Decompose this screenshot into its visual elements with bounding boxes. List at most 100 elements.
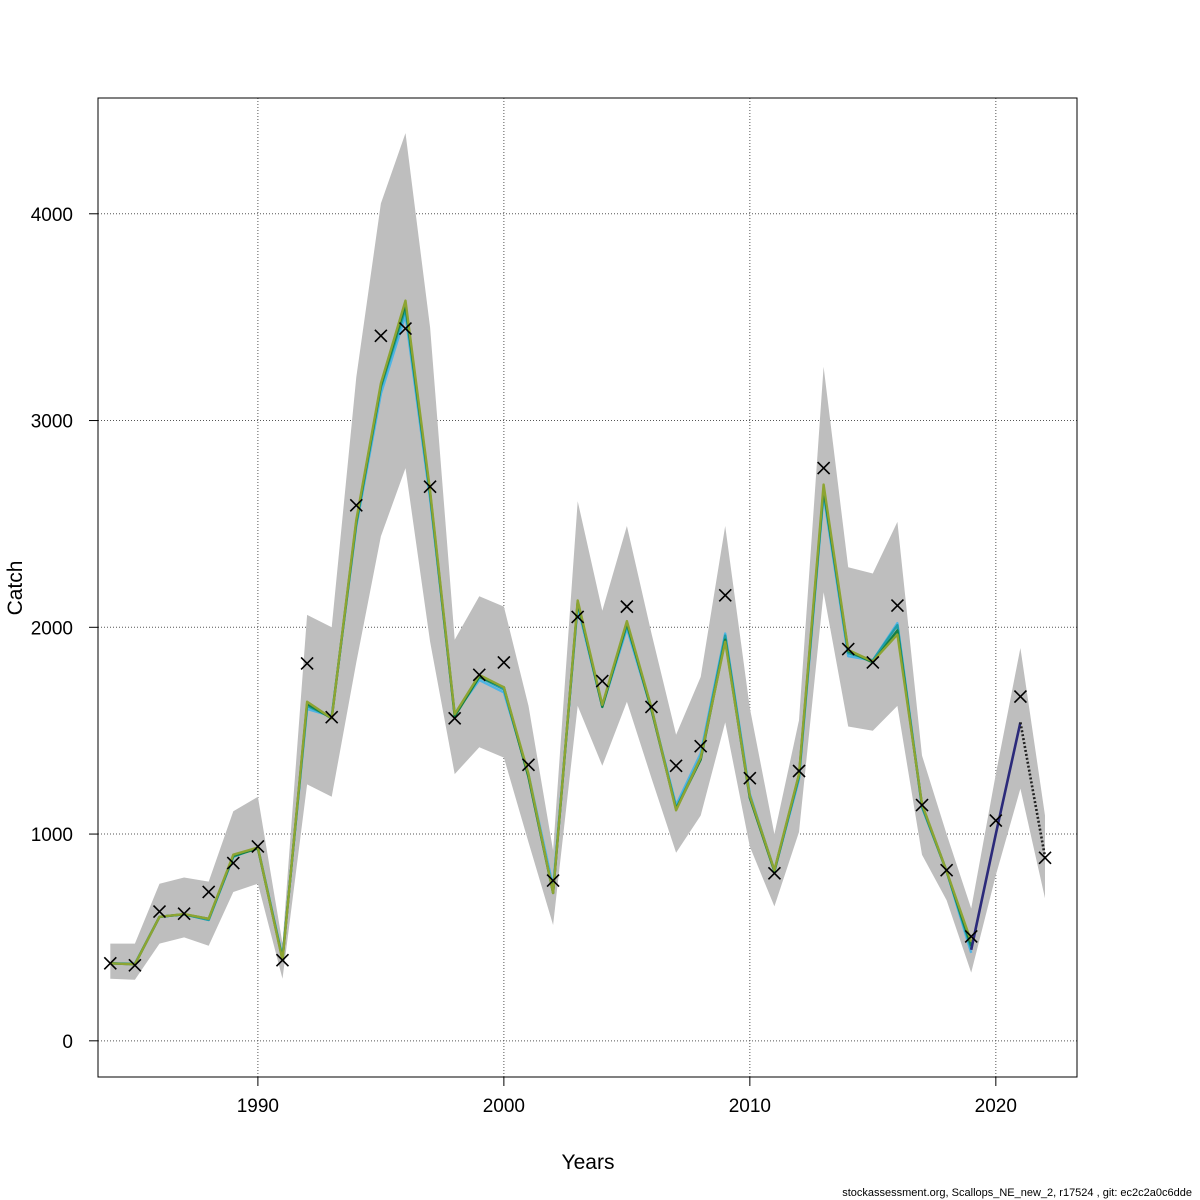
observation-point-1990 xyxy=(251,839,265,854)
observations-layer xyxy=(103,321,1052,972)
observation-point-2007 xyxy=(669,759,683,773)
observation-point-2000 xyxy=(497,655,511,670)
observation-stroke-b xyxy=(398,321,413,336)
observation-point-1989 xyxy=(226,856,240,870)
observation-point-2008 xyxy=(694,739,708,753)
observation-point-2013 xyxy=(817,461,831,475)
observation-stroke-b xyxy=(767,866,782,880)
observation-stroke-b xyxy=(1038,851,1052,865)
observation-point-2005 xyxy=(620,600,634,614)
observation-stroke-b xyxy=(546,874,560,888)
projection-dotted-line xyxy=(1019,722,1047,858)
observation-point-2004 xyxy=(595,674,609,688)
observation-stroke-b xyxy=(694,739,708,753)
observation-point-1987 xyxy=(177,907,191,921)
observation-stroke-b xyxy=(817,461,831,475)
observation-stroke-b xyxy=(152,905,167,919)
observation-stroke-b xyxy=(521,758,536,772)
observation-point-2010 xyxy=(743,771,757,785)
observation-stroke-b xyxy=(349,498,363,512)
observation-stroke-b xyxy=(841,642,855,656)
observation-point-2017 xyxy=(915,798,929,812)
observation-point-2014 xyxy=(841,642,855,656)
observation-point-1996 xyxy=(398,321,413,336)
projection-layer xyxy=(969,722,1047,951)
observation-stroke-b xyxy=(251,839,265,854)
observation-point-2011 xyxy=(767,866,782,880)
plot-frame xyxy=(97,97,1078,1078)
observation-stroke-b xyxy=(866,655,880,670)
x-tick-label-2020: 2020 xyxy=(975,1096,1017,1117)
observation-stroke-b xyxy=(915,798,929,812)
observation-stroke-b xyxy=(571,610,585,624)
observation-point-2016 xyxy=(890,599,905,613)
x-tick-label-2010: 2010 xyxy=(729,1096,771,1117)
observation-point-1991 xyxy=(275,953,290,967)
observation-point-1998 xyxy=(448,711,462,725)
x-tick-label-1990: 1990 xyxy=(237,1096,279,1117)
observation-stroke-b xyxy=(743,771,757,785)
observation-stroke-b xyxy=(128,958,142,972)
footer-text: stockassessment.org, Scallops_NE_new_2, … xyxy=(842,1187,1192,1199)
observation-point-1997 xyxy=(423,480,437,494)
y-axis: 0 1000 2000 3000 4000 xyxy=(31,205,98,1053)
observation-point-1995 xyxy=(374,329,388,343)
observation-stroke-b xyxy=(989,814,1003,828)
observation-point-2002 xyxy=(546,874,560,888)
observation-point-1994 xyxy=(349,498,363,512)
observation-stroke-b xyxy=(890,599,905,613)
observation-point-1993 xyxy=(325,710,339,724)
y-tick-label-1000: 1000 xyxy=(31,825,73,846)
observation-stroke-b xyxy=(103,956,117,970)
observation-stroke-b xyxy=(202,885,216,899)
observation-stroke-b xyxy=(423,480,437,494)
observation-stroke-b xyxy=(644,700,659,714)
observation-point-2022 xyxy=(1038,851,1052,865)
y-tick-label-0: 0 xyxy=(62,1032,73,1053)
confidence-band xyxy=(110,133,1046,980)
observation-point-2006 xyxy=(644,700,659,714)
observation-stroke-b xyxy=(620,600,634,614)
observation-stroke-b xyxy=(940,863,954,877)
observation-point-2020 xyxy=(989,814,1003,828)
observation-stroke-b xyxy=(300,656,314,671)
observation-point-1984 xyxy=(103,956,117,970)
observation-point-1985 xyxy=(128,958,142,972)
observation-stroke-b xyxy=(964,929,978,943)
observation-stroke-b xyxy=(325,710,339,724)
observation-point-1986 xyxy=(152,905,167,919)
observation-point-1988 xyxy=(202,885,216,899)
observation-point-2003 xyxy=(571,610,585,624)
observation-point-2018 xyxy=(940,863,954,877)
series-line-4 xyxy=(110,299,973,966)
observation-stroke-b xyxy=(718,588,732,602)
y-tick-label-3000: 3000 xyxy=(31,412,73,433)
x-tick-label-2000: 2000 xyxy=(483,1096,525,1117)
observation-stroke-b xyxy=(275,953,290,967)
observation-point-2001 xyxy=(521,758,536,772)
observation-point-2009 xyxy=(718,588,732,602)
y-tick-label-4000: 4000 xyxy=(31,205,73,226)
observation-stroke-b xyxy=(497,655,511,670)
observation-stroke-b xyxy=(1013,689,1027,704)
observation-stroke-b xyxy=(177,907,191,921)
observation-stroke-b xyxy=(226,856,240,870)
observation-stroke-b xyxy=(595,674,609,688)
observation-point-2012 xyxy=(792,764,806,778)
observation-point-2021 xyxy=(1013,689,1027,704)
x-axis: 1990 2000 2010 2020 xyxy=(237,1077,1017,1117)
projection-line xyxy=(969,722,1022,951)
observation-point-2019 xyxy=(964,929,978,943)
observation-stroke-b xyxy=(472,668,486,682)
observation-stroke-b xyxy=(669,759,683,773)
observation-stroke-b xyxy=(792,764,806,778)
observation-point-1999 xyxy=(472,668,486,682)
y-axis-title: Catch xyxy=(4,561,27,616)
confidence-band-layer xyxy=(110,133,1046,980)
y-tick-label-2000: 2000 xyxy=(31,618,73,639)
x-axis-title: Years xyxy=(562,1151,615,1174)
observation-point-2015 xyxy=(866,655,880,670)
observation-stroke-b xyxy=(374,329,388,343)
observation-point-1992 xyxy=(300,656,314,671)
